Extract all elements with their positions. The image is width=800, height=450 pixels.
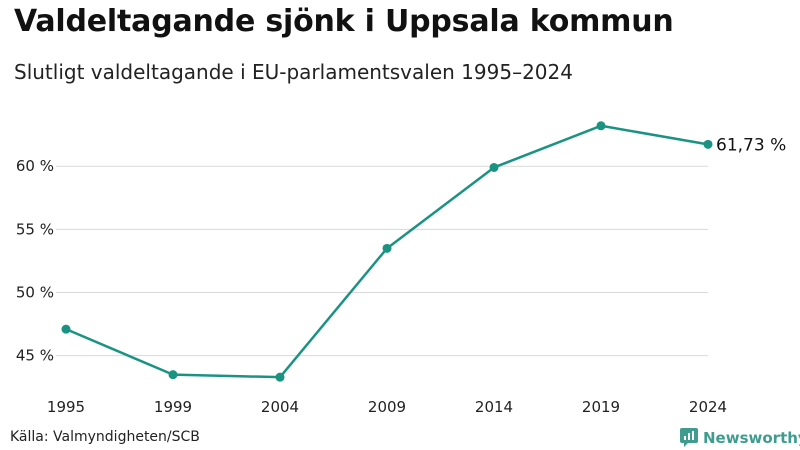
newsworthy-logo-icon [680,428,698,447]
y-tick-label: 45 % [16,347,54,365]
brand: Newsworthy [680,428,800,447]
data-point [61,324,71,334]
data-point [489,162,499,172]
data-point [382,243,392,253]
x-tick-label: 2004 [261,398,299,416]
y-tick-label: 55 % [16,220,54,238]
brand-name: Newsworthy [703,428,800,447]
data-point [168,370,178,380]
x-tick-label: 2009 [368,398,406,416]
data-point [703,139,713,149]
y-tick-label: 60 % [16,157,54,175]
chart-title: Valdeltagande sjönk i Uppsala kommun [14,4,674,39]
chart-subtitle: Slutligt valdeltagande i EU-parlamentsva… [14,60,573,84]
x-tick-label: 2019 [582,398,620,416]
x-tick-label: 1999 [154,398,192,416]
x-tick-label: 1995 [47,398,85,416]
x-tick-label: 2014 [475,398,513,416]
data-point [596,121,606,131]
source-note: Källa: Valmyndigheten/SCB [10,429,200,445]
end-value-label: 61,73 % [716,135,786,155]
y-tick-label: 50 % [16,284,54,302]
data-point [275,372,285,382]
x-tick-label: 2024 [689,398,727,416]
